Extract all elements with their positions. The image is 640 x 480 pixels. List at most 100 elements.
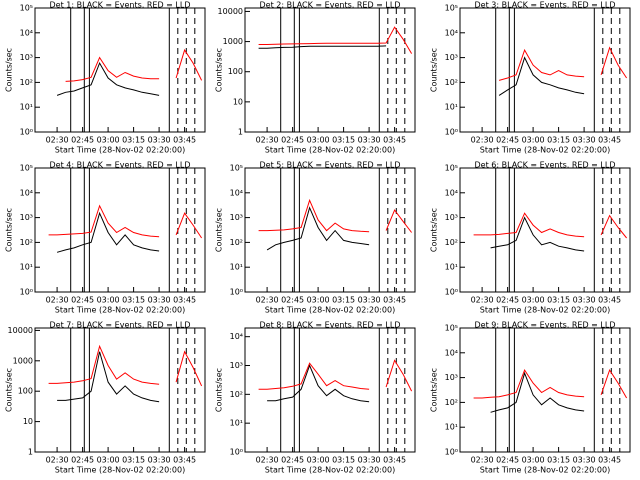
y-tick-label: 10¹ [445,263,458,272]
x-tick-label: 02:30 [471,456,494,465]
y-tick-label: 10² [230,390,243,399]
x-tick-label: 02:45 [281,296,304,305]
y-tick-label: 10⁰ [230,448,243,457]
x-tick-label: 02:45 [71,456,94,465]
y-tick-label: 10² [445,78,458,87]
y-tick-label: 10⁴ [230,332,243,341]
x-axis-label: Start Time (28-Nov-02 02:20:00) [55,466,185,475]
y-tick-label: 10⁰ [445,128,458,137]
y-axis-label: Counts/sec [430,48,439,92]
y-axis-label: Counts/sec [215,208,224,252]
y-tick-label: 10² [20,78,33,87]
chart-title: Det 6: BLACK = Events, RED = LLD [475,161,616,170]
y-tick-label: 10⁴ [230,188,243,197]
y-tick-label: 10⁴ [445,188,458,197]
x-tick-label: 03:45 [173,296,196,305]
y-axis-label: Counts/sec [5,208,14,252]
y-tick-label: 10⁰ [230,288,243,297]
x-tick-label: 02:45 [71,296,94,305]
x-tick-label: 03:00 [522,136,545,145]
y-tick-label: 10⁵ [20,4,33,13]
series-line [473,368,628,399]
y-tick-label: 10⁵ [20,164,33,173]
x-tick-label: 03:15 [122,296,145,305]
x-axis-label: Start Time (28-Nov-02 02:20:00) [265,466,395,475]
x-tick-label: 02:30 [256,456,279,465]
x-tick-label: 03:00 [97,296,120,305]
x-tick-label: 03:15 [547,456,570,465]
x-tick-label: 03:15 [122,136,145,145]
y-tick-label: 10⁰ [445,288,458,297]
chart-title: Det 5: BLACK = Events, RED = LLD [260,161,401,170]
plot-frame [244,327,416,453]
y-tick-label: 10⁴ [20,188,33,197]
x-tick-label: 03:15 [332,136,355,145]
x-tick-label: 02:30 [256,136,279,145]
x-tick-label: 02:45 [281,136,304,145]
y-axis-label: Counts/sec [215,368,224,412]
plot-frame [34,167,206,293]
x-tick-label: 02:45 [496,296,519,305]
x-tick-label: 02:30 [471,296,494,305]
chart-title: Det 8: BLACK = Events, RED = LLD [260,321,401,330]
series-line [48,344,203,387]
series-line [258,26,413,54]
x-tick-label: 02:45 [281,456,304,465]
x-tick-label: 03:30 [573,136,596,145]
series-line [491,218,601,251]
x-tick-label: 03:00 [307,456,330,465]
y-tick-label: 10 [233,97,243,106]
y-axis-label: Counts/sec [430,208,439,252]
y-tick-label: 10³ [230,361,243,370]
x-axis-label: Start Time (28-Nov-02 02:20:00) [265,306,395,315]
chart-title: Det 2: BLACK = Events, RED = LLD [260,1,401,10]
x-tick-label: 03:45 [173,136,196,145]
x-tick-label: 03:45 [598,296,621,305]
x-tick-label: 03:15 [332,296,355,305]
chart-title: Det 7: BLACK = Events, RED = LLD [50,321,191,330]
chart-title: Det 3: BLACK = Events, RED = LLD [475,1,616,10]
x-tick-label: 03:30 [148,136,171,145]
y-tick-label: 100 [228,67,243,76]
x-tick-label: 03:45 [598,456,621,465]
x-tick-label: 03:00 [97,136,120,145]
series-line [258,45,387,49]
y-tick-label: 10³ [445,373,458,382]
chart-title: Det 4: BLACK = Events, RED = LLD [50,161,191,170]
y-tick-label: 10³ [445,53,458,62]
x-tick-label: 03:30 [148,296,171,305]
x-tick-label: 02:45 [71,136,94,145]
y-tick-label: 10⁵ [445,164,458,173]
x-tick-label: 03:15 [332,456,355,465]
y-tick-label: 10² [445,398,458,407]
x-tick-label: 02:45 [496,136,519,145]
y-tick-label: 10¹ [230,263,243,272]
plot-frame [459,327,631,453]
series-line [473,212,627,239]
x-tick-label: 03:45 [383,296,406,305]
chart-title: Det 9: BLACK = Events, RED = LLD [475,321,616,330]
y-tick-label: 10⁴ [445,348,458,357]
x-tick-label: 03:15 [547,296,570,305]
x-tick-label: 03:45 [598,136,621,145]
series-line [267,208,386,250]
x-tick-label: 03:30 [573,456,596,465]
y-tick-label: 10² [20,238,33,247]
x-axis-label: Start Time (28-Nov-02 02:20:00) [480,306,610,315]
x-tick-label: 02:30 [46,136,69,145]
y-tick-label: 10¹ [445,103,458,112]
x-tick-label: 03:00 [307,296,330,305]
y-tick-label: 10¹ [20,263,33,272]
x-tick-label: 02:30 [471,136,494,145]
series-line [491,373,601,412]
y-tick-label: 1 [238,128,243,137]
x-axis-label: Start Time (28-Nov-02 02:20:00) [480,146,610,155]
y-tick-label: 1 [28,448,33,457]
x-tick-label: 02:30 [46,296,69,305]
x-axis-label: Start Time (28-Nov-02 02:20:00) [55,146,185,155]
y-tick-label: 10³ [445,213,458,222]
x-tick-label: 03:30 [358,456,381,465]
x-tick-label: 03:30 [148,456,171,465]
y-axis-label: Counts/sec [5,368,14,412]
x-tick-label: 03:30 [358,136,381,145]
